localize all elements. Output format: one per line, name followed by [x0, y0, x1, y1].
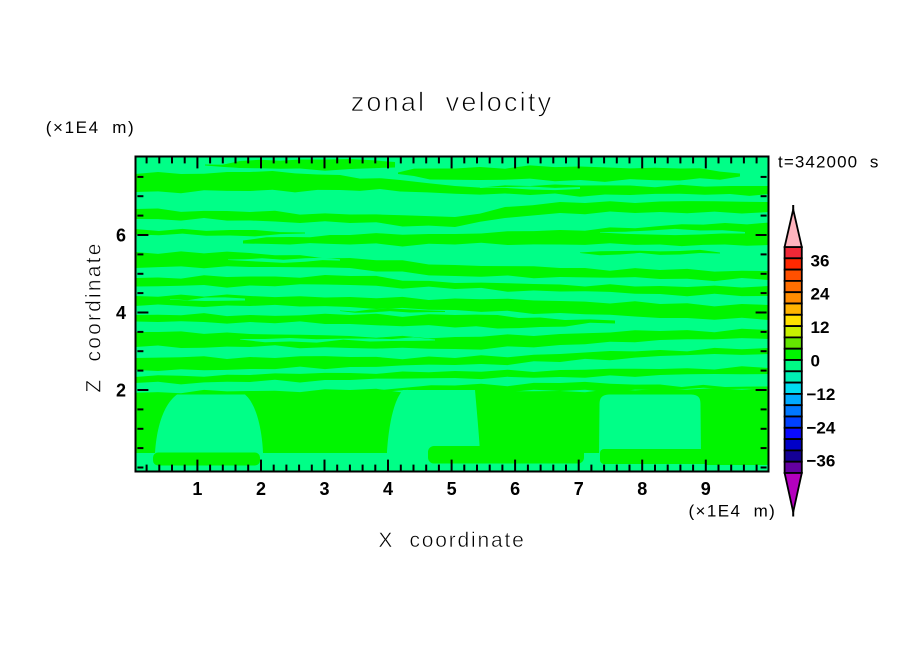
- svg-text:(×1E4 m): (×1E4 m): [689, 502, 777, 521]
- svg-text:6: 6: [116, 226, 126, 246]
- svg-text:4: 4: [383, 479, 393, 499]
- svg-text:zonal velocity: zonal velocity: [351, 87, 554, 117]
- svg-text:1: 1: [192, 479, 202, 499]
- svg-text:(×1E4 m): (×1E4 m): [46, 118, 136, 137]
- svg-text:2: 2: [256, 479, 266, 499]
- svg-text:4: 4: [116, 303, 126, 323]
- svg-text:2: 2: [116, 381, 126, 401]
- svg-text:X coordinate: X coordinate: [378, 529, 525, 552]
- svg-text:−12: −12: [807, 385, 836, 404]
- svg-text:−24: −24: [807, 418, 836, 437]
- svg-text:7: 7: [574, 479, 584, 499]
- svg-text:−36: −36: [807, 452, 836, 471]
- svg-text:3: 3: [319, 479, 329, 499]
- svg-text:5: 5: [447, 479, 457, 499]
- svg-text:8: 8: [637, 479, 647, 499]
- svg-text:t=342000 s: t=342000 s: [778, 153, 879, 172]
- svg-text:9: 9: [701, 479, 711, 499]
- svg-text:Z coordinate: Z coordinate: [83, 241, 106, 392]
- svg-text:36: 36: [811, 251, 830, 270]
- svg-text:24: 24: [811, 285, 830, 304]
- svg-text:6: 6: [510, 479, 520, 499]
- svg-text:0: 0: [811, 352, 820, 371]
- svg-text:12: 12: [811, 318, 830, 337]
